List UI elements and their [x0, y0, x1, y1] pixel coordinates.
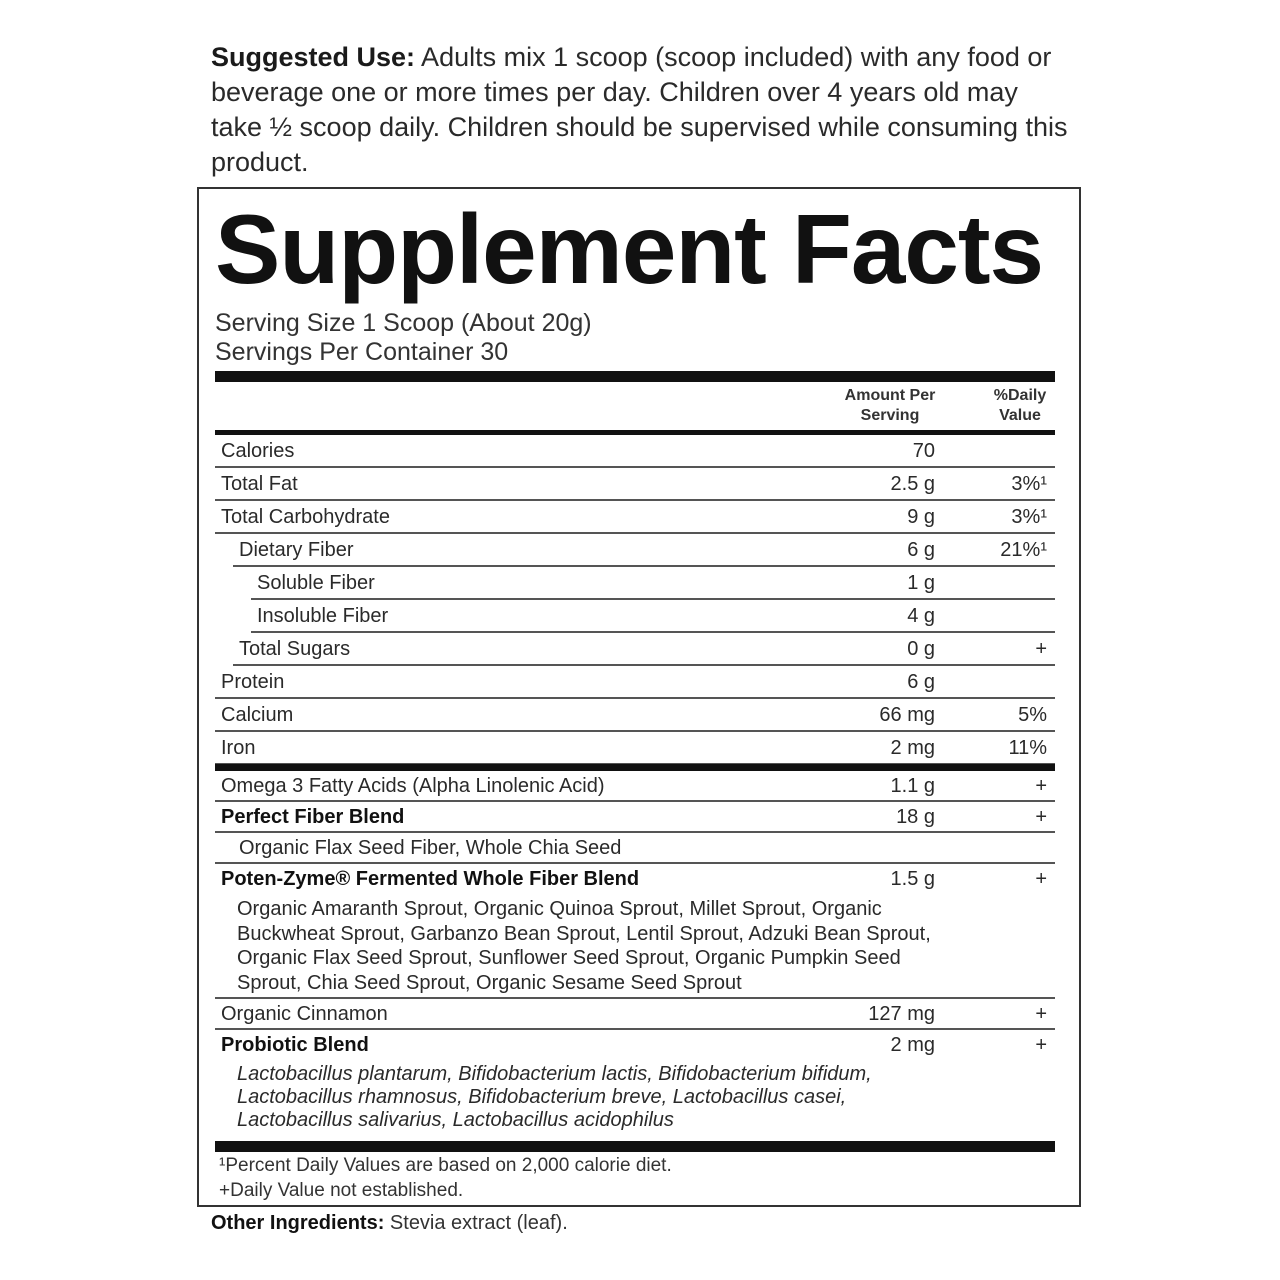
nutrient-daily-value: + [1035, 638, 1047, 660]
row-divider [251, 631, 1055, 633]
nutrient-row: Dietary Fiber 6 g 21%¹ [215, 534, 1055, 567]
nutrient-daily-value: 21%¹ [1000, 539, 1047, 561]
thick-divider [215, 1141, 1055, 1152]
nutrient-name: Total Carbohydrate [221, 506, 390, 528]
nutrient-name: Organic Cinnamon [221, 1003, 388, 1025]
nutrient-row: Probiotic Blend 2 mg + [215, 1030, 1055, 1061]
suggested-use: Suggested Use: Adults mix 1 scoop (scoop… [211, 40, 1071, 180]
blend-ingredients: Organic Amaranth Sprout, Organic Quinoa … [215, 895, 1055, 999]
nutrient-amount: 6 g [907, 539, 935, 561]
nutrient-daily-value: + [1035, 868, 1047, 890]
row-divider [215, 800, 1055, 802]
nutrient-amount: 18 g [896, 806, 935, 828]
row-divider [233, 664, 1055, 666]
row-divider [215, 532, 1055, 534]
row-divider [215, 997, 1055, 999]
nutrient-daily-value: + [1035, 1003, 1047, 1025]
nutrient-daily-value: 11% [1008, 737, 1047, 759]
daily-value-header: %Daily Value [993, 387, 1047, 424]
footnote-not-established: +Daily Value not established. [219, 1180, 464, 1201]
nutrient-name: Poten-Zyme® Fermented Whole Fiber Blend [221, 868, 640, 890]
row-divider [215, 1028, 1055, 1030]
suggested-use-text: Adults mix 1 scoop (scoop included) with… [211, 42, 1068, 177]
nutrient-row: Total Fat 2.5 g 3%¹ [215, 468, 1055, 501]
nutrient-name: Protein [221, 671, 285, 693]
nutrient-name: Dietary Fiber [239, 539, 354, 561]
nutrient-name: Calories [221, 440, 295, 462]
ingredient-list-text: Lactobacillus plantarum, Bifidobacterium… [237, 1063, 872, 1131]
nutrient-name: Perfect Fiber Blend [221, 806, 405, 828]
thick-divider [215, 764, 1055, 771]
nutrient-name: Organic Flax Seed Fiber, Whole Chia Seed [239, 837, 622, 859]
nutrient-row: Total Carbohydrate 9 g 3%¹ [215, 501, 1055, 534]
row-divider [233, 565, 1055, 567]
ingredient-list-text: Organic Amaranth Sprout, Organic Quinoa … [237, 898, 931, 994]
row-divider [215, 730, 1055, 732]
nutrient-name: Calcium [221, 704, 294, 726]
nutrient-amount: 2 mg [890, 1034, 935, 1056]
nutrient-name: Probiotic Blend [221, 1034, 369, 1056]
nutrient-row: Protein 6 g [215, 666, 1055, 699]
nutrient-amount: 4 g [907, 605, 935, 627]
nutrient-amount: 66 mg [879, 704, 935, 726]
thick-divider [215, 430, 1055, 435]
footnote-daily-values: ¹Percent Daily Values are based on 2,000… [219, 1155, 672, 1176]
nutrient-name: Total Sugars [239, 638, 351, 660]
nutrient-amount: 0 g [907, 638, 935, 660]
blend-rows: Omega 3 Fatty Acids (Alpha Linolenic Aci… [215, 771, 1055, 1136]
nutrient-row: Perfect Fiber Blend 18 g + [215, 802, 1055, 833]
nutrient-amount: 1 g [907, 572, 935, 594]
nutrient-row: Organic Flax Seed Fiber, Whole Chia Seed [215, 833, 1055, 864]
nutrient-amount: 6 g [907, 671, 935, 693]
other-ingredients-text: Stevia extract (leaf). [384, 1212, 568, 1234]
thick-divider [215, 371, 1055, 382]
nutrient-name: Insoluble Fiber [257, 605, 389, 627]
nutrient-daily-value: 3%¹ [1011, 506, 1047, 528]
nutrient-row: Poten-Zyme® Fermented Whole Fiber Blend 1… [215, 864, 1055, 895]
nutrient-name: Iron [221, 737, 256, 759]
row-divider [215, 697, 1055, 699]
row-divider [215, 862, 1055, 864]
nutrient-name: Soluble Fiber [257, 572, 375, 594]
servings-per-container: Servings Per Container 30 [215, 338, 509, 366]
nutrient-daily-value: 3%¹ [1011, 473, 1047, 495]
nutrient-daily-value: 5% [1018, 704, 1047, 726]
supplement-facts-panel: Supplement Facts Serving Size 1 Scoop (A… [197, 187, 1081, 1207]
nutrient-row: Soluble Fiber 1 g [215, 567, 1055, 600]
nutrient-amount: 70 [912, 440, 935, 462]
nutrient-row: Calcium 66 mg 5% [215, 699, 1055, 732]
row-divider [251, 598, 1055, 600]
panel-title: Supplement Facts [215, 194, 1044, 304]
suggested-use-label: Suggested Use: [211, 42, 416, 72]
nutrient-daily-value: + [1035, 806, 1047, 828]
nutrient-name: Total Fat [221, 473, 298, 495]
probiotic-strains: Lactobacillus plantarum, Bifidobacterium… [215, 1061, 1055, 1136]
nutrient-row: Calories 70 [215, 435, 1055, 468]
nutrient-amount: 2 mg [890, 737, 935, 759]
nutrient-row: Organic Cinnamon 127 mg + [215, 999, 1055, 1030]
nutrient-amount: 127 mg [868, 1003, 935, 1025]
row-divider [215, 499, 1055, 501]
other-ingredients: Other Ingredients: Stevia extract (leaf)… [211, 1212, 568, 1235]
nutrient-row: Omega 3 Fatty Acids (Alpha Linolenic Aci… [215, 771, 1055, 802]
serving-size: Serving Size 1 Scoop (About 20g) [215, 309, 592, 337]
row-divider [215, 831, 1055, 833]
amount-per-serving-header: Amount Per Serving [844, 387, 936, 424]
nutrient-daily-value: + [1035, 1034, 1047, 1056]
nutrient-amount: 9 g [907, 506, 935, 528]
nutrient-rows: Calories 70 Total Fat 2.5 g 3%¹ Total Carbohy… [215, 435, 1055, 765]
nutrient-row: Iron 2 mg 11% [215, 732, 1055, 765]
other-ingredients-label: Other Ingredients: [211, 1212, 385, 1234]
nutrient-amount: 1.1 g [890, 775, 935, 797]
nutrient-amount: 1.5 g [890, 868, 935, 890]
nutrient-daily-value: + [1035, 775, 1047, 797]
nutrient-row: Insoluble Fiber 4 g [215, 600, 1055, 633]
nutrient-name: Omega 3 Fatty Acids (Alpha Linolenic Aci… [221, 775, 605, 797]
nutrient-row: Total Sugars 0 g + [215, 633, 1055, 666]
nutrient-amount: 2.5 g [890, 473, 935, 495]
row-divider [215, 466, 1055, 468]
